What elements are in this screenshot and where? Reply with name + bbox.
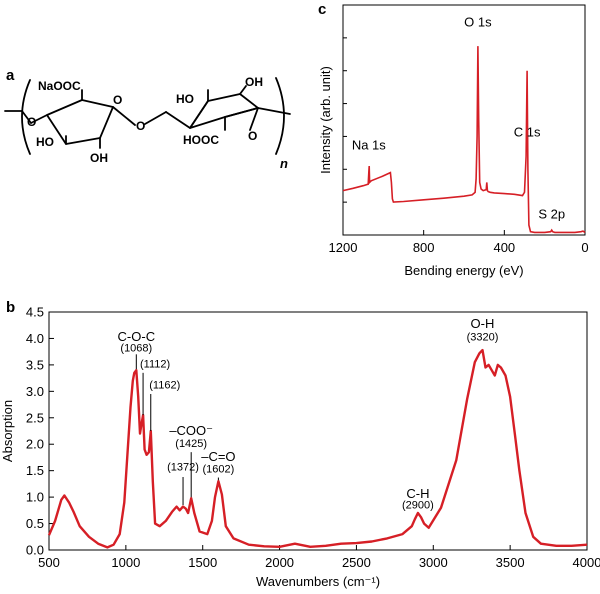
ftir-peak-label: (1068)	[120, 343, 152, 355]
xps-peak-label: S 2p	[538, 207, 565, 222]
ftir-chart: 500 1000 1500 2000 2500 3000 3500 4000 0.0 0.5 1.0…	[0, 305, 600, 590]
ring-oxygen-left: O	[113, 93, 122, 107]
ftir-peak-label: (1425)	[175, 438, 207, 450]
ftir-peak-label: (1112)	[140, 359, 170, 371]
ftir-series-line	[47, 348, 588, 549]
xps-x-tick-label: 1200	[329, 240, 358, 255]
ftir-x-tick-label: 2000	[265, 555, 294, 570]
label-ho-right: HO	[176, 92, 194, 106]
terminal-oxygen: O	[27, 115, 36, 129]
ftir-peak-label: C-O-C	[118, 329, 156, 344]
xps-x-axis-label: Bending energy (eV)	[404, 263, 523, 278]
label-ho-left: HO	[36, 135, 54, 149]
ftir-peak-label: O-H	[471, 316, 495, 331]
ftir-y-tick-label: 1.5	[26, 463, 44, 478]
ftir-x-tick-label: 3500	[496, 555, 525, 570]
ring-oxygen-right: O	[248, 129, 257, 143]
panel-label-c: c	[318, 1, 326, 18]
xps-peak-label: O 1s	[464, 14, 492, 29]
ftir-y-tick-label: 0.0	[26, 543, 44, 558]
xps-peak-label: Na 1s	[352, 138, 386, 153]
ftir-x-axis-label: Wavenumbers (cm⁻¹)	[256, 574, 380, 589]
ftir-y-tick-label: 2.0	[26, 437, 44, 452]
label-oh-left: OH	[90, 151, 108, 165]
xps-x-tick-label: 0	[581, 240, 588, 255]
ftir-peak-label: (1372)	[167, 462, 199, 474]
xps-x-tick-label: 800	[413, 240, 435, 255]
ftir-x-tick-label: 500	[38, 555, 60, 570]
xps-plot-frame	[342, 4, 586, 236]
label-naooc: NaOOC	[38, 79, 81, 93]
ftir-x-tick-label: 1500	[188, 555, 217, 570]
panel-label-a: a	[6, 67, 15, 84]
ftir-x-tick-label: 4000	[573, 555, 600, 570]
ftir-peak-label: C-H	[406, 486, 429, 501]
ftir-peak-label: –C=O	[201, 449, 235, 464]
xps-series-line	[342, 46, 586, 234]
xps-peak-label: C 1s	[514, 124, 541, 139]
xps-chart: 1200 800 400 0 Na 1s O 1s C 1s S 2p Bending en…	[318, 4, 589, 278]
label-hooc: HOOC	[183, 133, 219, 147]
label-n: n	[280, 156, 288, 171]
glycosidic-oxygen: O	[136, 119, 145, 133]
ftir-y-tick-label: 0.5	[26, 516, 44, 531]
ftir-y-axis-label: Absorption	[0, 400, 15, 462]
ftir-plot-frame	[48, 311, 588, 551]
ftir-peak-label: (2900)	[402, 500, 434, 512]
ftir-peak-label: (1162)	[149, 380, 180, 392]
ftir-x-tick-label: 2500	[342, 555, 371, 570]
ftir-y-tick-label: 3.5	[26, 357, 44, 372]
ftir-y-tick-label: 4.5	[26, 305, 44, 320]
panel-label-b: b	[6, 299, 15, 316]
ftir-x-tick-label: 3000	[419, 555, 448, 570]
ftir-x-tick-label: 1000	[111, 555, 140, 570]
xps-y-axis-label: Intensity (arb. unit)	[318, 66, 333, 174]
ftir-y-tick-label: 2.5	[26, 410, 44, 425]
ftir-y-tick-label: 1.0	[26, 490, 44, 505]
alginate-structure	[4, 77, 291, 155]
ftir-peak-label: (3320)	[467, 332, 499, 344]
ftir-peak-label: (1602)	[202, 463, 234, 475]
ftir-y-tick-label: 4.0	[26, 331, 44, 346]
label-oh-right: OH	[245, 75, 263, 89]
ftir-peak-label: –COO⁻	[169, 423, 213, 438]
ftir-y-tick-label: 3.0	[26, 384, 44, 399]
xps-x-tick-label: 400	[493, 240, 515, 255]
